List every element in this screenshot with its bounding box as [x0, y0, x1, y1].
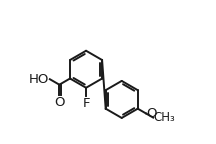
Text: F: F	[82, 97, 90, 110]
Text: CH₃: CH₃	[154, 111, 175, 124]
Text: HO: HO	[28, 73, 49, 86]
Text: O: O	[146, 107, 157, 120]
Text: O: O	[54, 96, 65, 109]
